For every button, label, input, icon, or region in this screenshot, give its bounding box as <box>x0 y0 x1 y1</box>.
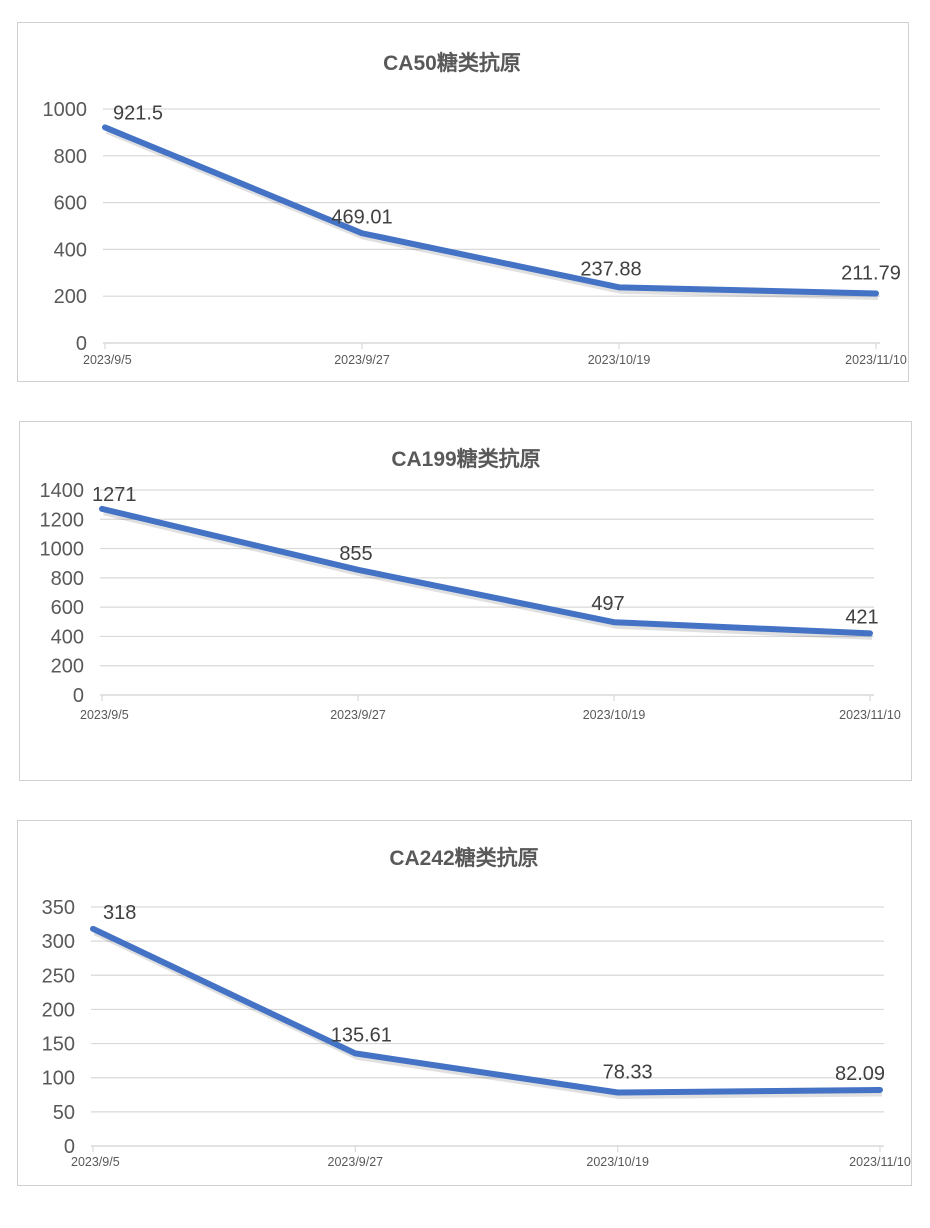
y-tick-label: 200 <box>42 999 75 1021</box>
x-tick-label: 2023/10/19 <box>583 708 646 722</box>
chart-title: CA242糖类抗原 <box>389 846 538 870</box>
x-tick-label: 2023/10/19 <box>586 1155 649 1169</box>
x-tick-label: 2023/11/10 <box>839 708 901 722</box>
y-tick-label: 1400 <box>40 480 85 502</box>
series-line <box>102 124 879 297</box>
series-line-shadow <box>103 508 873 640</box>
chart-title: CA199糖类抗原 <box>391 447 540 471</box>
y-tick-label: 600 <box>51 597 84 619</box>
series-line <box>99 505 873 637</box>
x-tick-label: 2023/9/27 <box>330 708 386 722</box>
data-label: 78.33 <box>603 1062 653 1084</box>
data-label: 921.5 <box>113 102 163 124</box>
y-tick-label: 800 <box>51 568 84 590</box>
y-tick-label: 0 <box>73 685 84 707</box>
y-tick-label: 100 <box>42 1068 75 1090</box>
chart-panel-ca242: CA242糖类抗原 0 50 100 150 200 250 300 350 2023/9/5 20… <box>17 820 912 1186</box>
x-tick-label: 2023/10/19 <box>588 353 651 367</box>
x-tick-label: 2023/11/10 <box>849 1155 911 1169</box>
x-tick-label: 2023/9/5 <box>71 1155 120 1169</box>
y-tick-label: 50 <box>53 1102 75 1124</box>
data-label: 1271 <box>92 484 137 506</box>
data-label: 421 <box>845 606 878 628</box>
data-label: 855 <box>339 543 372 565</box>
x-tick-label: 2023/11/10 <box>845 353 907 367</box>
y-tick-label: 200 <box>51 656 84 678</box>
data-label: 318 <box>103 902 136 924</box>
series-line <box>90 925 883 1096</box>
y-tick-label: 400 <box>51 626 84 648</box>
y-tick-label: 300 <box>42 931 75 953</box>
y-tick-label: 600 <box>54 193 87 215</box>
chart-title: CA50糖类抗原 <box>383 51 521 75</box>
data-label: 497 <box>591 593 624 615</box>
x-tick-label: 2023/9/27 <box>328 1155 384 1169</box>
x-tick-label: 2023/9/5 <box>83 353 132 367</box>
y-tick-label: 1000 <box>43 99 88 121</box>
data-label: 211.79 <box>841 262 901 284</box>
y-tick-label: 250 <box>42 965 75 987</box>
y-tick-label: 400 <box>54 239 87 261</box>
y-tick-label: 150 <box>42 1034 75 1056</box>
chart-panel-ca199: CA199糖类抗原 0 200 400 600 800 1000 1200 1400 2023/9… <box>19 421 912 781</box>
chart-panel-ca50: CA50糖类抗原 0 200 400 600 800 1000 2023/9/5 2023/9/… <box>17 22 909 382</box>
y-tick-label: 0 <box>64 1136 75 1158</box>
ca242-chart: CA242糖类抗原 0 50 100 150 200 250 300 350 2023/9/5 20… <box>42 846 911 1169</box>
y-tick-label: 0 <box>76 333 87 355</box>
data-label: 135.61 <box>331 1024 392 1046</box>
x-tick-label: 2023/9/5 <box>80 708 129 722</box>
ca50-chart: CA50糖类抗原 0 200 400 600 800 1000 2023/9/5 2023/9/… <box>43 51 907 367</box>
x-tick-label: 2023/9/27 <box>334 353 390 367</box>
y-tick-label: 800 <box>54 146 87 168</box>
data-label: 469.01 <box>331 206 392 228</box>
data-label: 237.88 <box>580 258 641 280</box>
y-tick-label: 1000 <box>40 539 85 561</box>
y-tick-label: 200 <box>54 286 87 308</box>
y-tick-label: 1200 <box>40 509 85 531</box>
ca199-chart: CA199糖类抗原 0 200 400 600 800 1000 1200 1400 2023/9… <box>40 447 901 722</box>
data-label: 82.09 <box>835 1063 885 1085</box>
y-tick-label: 350 <box>42 897 75 919</box>
